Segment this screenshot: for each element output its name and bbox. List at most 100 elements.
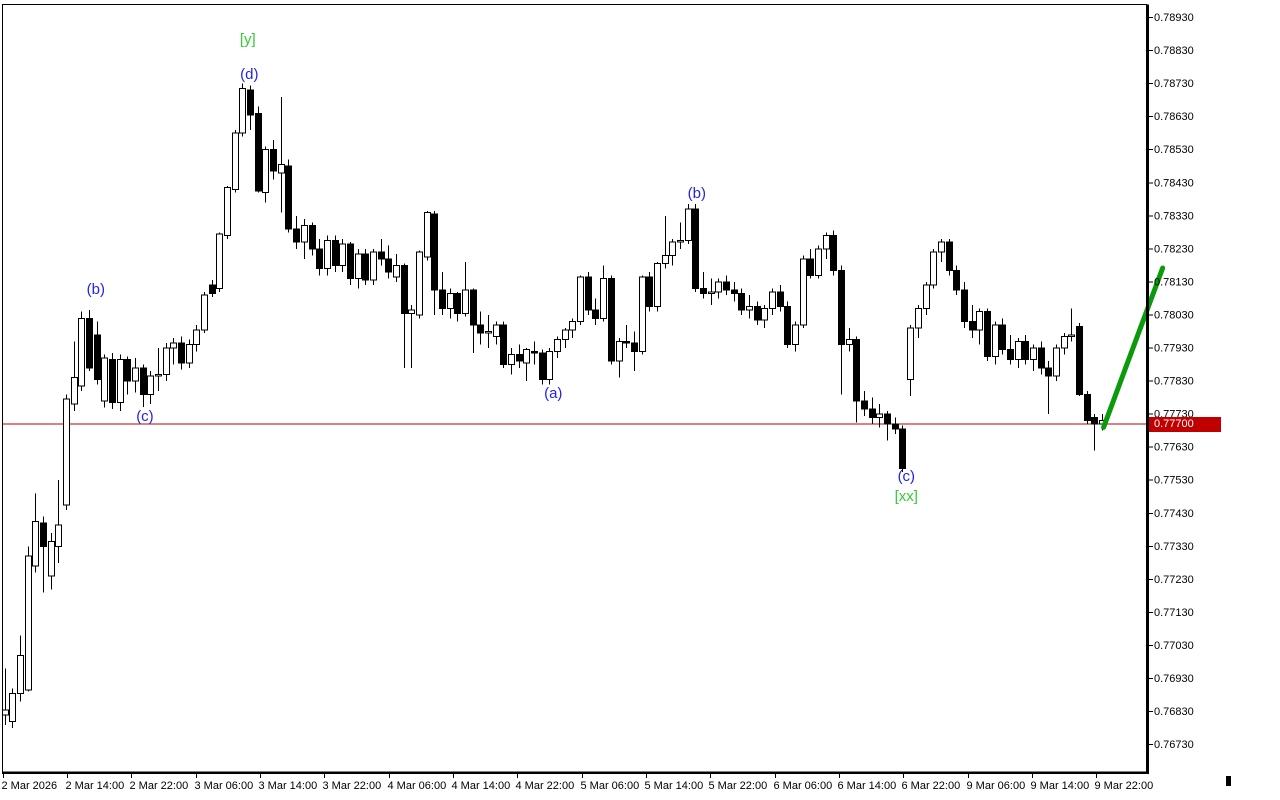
price-axis[interactable]: 0.78930 0.78830 0.78730 0.78630 0.78530 0.784…: [1149, 12, 1194, 751]
candle: [416, 250, 423, 319]
y-axis-label: 0.77930: [1154, 343, 1194, 355]
wave-label[interactable]: (b): [688, 185, 706, 202]
y-axis-label: 0.78930: [1154, 12, 1194, 24]
candle: [508, 348, 515, 375]
x-axis-label: 9 Mar 06:00: [967, 780, 1026, 792]
candle: [408, 305, 415, 368]
time-axis[interactable]: 2 Mar 2026 2 Mar 14:00 2 Mar 22:00 3 Mar 06…: [2, 774, 1154, 792]
candle: [2, 668, 9, 725]
x-axis-label: 4 Mar 06:00: [388, 780, 447, 792]
candle: [17, 635, 24, 702]
wave-label[interactable]: (c): [898, 468, 916, 485]
forecast-trendline[interactable]: [1101, 265, 1166, 430]
candle: [370, 248, 377, 286]
candle: [109, 352, 116, 410]
y-axis-label: 0.76830: [1154, 706, 1194, 718]
y-axis-label: 0.78630: [1154, 111, 1194, 123]
candle: [769, 288, 776, 315]
candle: [754, 301, 761, 325]
candle: [431, 210, 438, 315]
candle: [892, 417, 899, 434]
candle: [969, 305, 976, 339]
candle: [838, 265, 845, 395]
x-axis-label: 5 Mar 14:00: [645, 780, 704, 792]
candle: [562, 328, 569, 348]
candle: [401, 263, 408, 368]
candle: [285, 159, 292, 233]
candle: [685, 204, 692, 244]
chart-border: [2, 4, 1147, 773]
wave-label[interactable]: (b): [87, 281, 105, 298]
candle: [869, 397, 876, 425]
candle: [40, 516, 47, 593]
candle: [101, 354, 108, 408]
candle: [876, 404, 883, 428]
x-axis-label: 3 Mar 06:00: [195, 780, 254, 792]
y-axis-label: 0.77430: [1154, 508, 1194, 520]
candle: [454, 291, 461, 322]
candle: [830, 230, 837, 276]
y-axis-label: 0.76930: [1154, 673, 1194, 685]
candle: [462, 262, 469, 317]
candle: [731, 281, 738, 302]
candle: [700, 271, 707, 299]
candle: [124, 356, 131, 395]
wave-label[interactable]: (d): [240, 66, 258, 83]
candle: [531, 341, 538, 365]
candle: [170, 338, 177, 365]
wave-label[interactable]: (c): [136, 408, 154, 425]
wave-label[interactable]: [y]: [240, 31, 256, 48]
candle: [761, 305, 768, 329]
y-axis-label: 0.78130: [1154, 276, 1194, 288]
y-axis-label: 0.78230: [1154, 243, 1194, 255]
time-axis-line: [2, 772, 1149, 774]
candle: [861, 390, 868, 416]
candle: [232, 129, 239, 193]
candle: [923, 281, 930, 315]
candle: [1007, 334, 1014, 365]
candle: [339, 238, 346, 272]
candle: [723, 275, 730, 296]
candle: [1076, 323, 1083, 396]
candle: [378, 238, 385, 266]
candle: [600, 265, 607, 322]
x-axis-label: 2 Mar 14:00: [66, 780, 125, 792]
candle: [1084, 390, 1091, 425]
wave-label[interactable]: [xx]: [895, 488, 918, 505]
candle: [178, 336, 185, 370]
candle: [86, 309, 93, 372]
candle: [646, 271, 653, 312]
candle: [155, 348, 162, 391]
candle: [332, 235, 339, 272]
candle: [884, 410, 891, 441]
y-axis-label: 0.77630: [1154, 442, 1194, 454]
x-axis-label: 5 Mar 06:00: [581, 780, 640, 792]
candles-layer: [2, 83, 1106, 729]
x-axis-label: 9 Mar 14:00: [1031, 780, 1090, 792]
candle: [692, 204, 699, 292]
candle: [592, 298, 599, 325]
candle: [209, 280, 216, 297]
y-axis-label: 0.76730: [1154, 739, 1194, 751]
candle: [163, 343, 170, 382]
x-axis-label: 2 Mar 2026: [2, 780, 58, 792]
y-axis-label: 0.78730: [1154, 78, 1194, 90]
candle: [447, 288, 454, 319]
candle: [1030, 344, 1037, 372]
candle: [1061, 333, 1068, 355]
candle: [25, 546, 32, 692]
candle: [55, 480, 62, 563]
wave-label[interactable]: (a): [544, 385, 562, 402]
x-axis-label: 6 Mar 14:00: [838, 780, 897, 792]
candle: [976, 308, 983, 345]
candle: [516, 344, 523, 368]
candle: [270, 139, 277, 180]
candle: [999, 318, 1006, 355]
candle: [316, 238, 323, 276]
corner-grip-mark: [1226, 776, 1231, 786]
candle: [784, 301, 791, 348]
candle: [738, 288, 745, 315]
candle: [293, 215, 300, 249]
current-price-tag: 0.77700: [1149, 417, 1221, 432]
